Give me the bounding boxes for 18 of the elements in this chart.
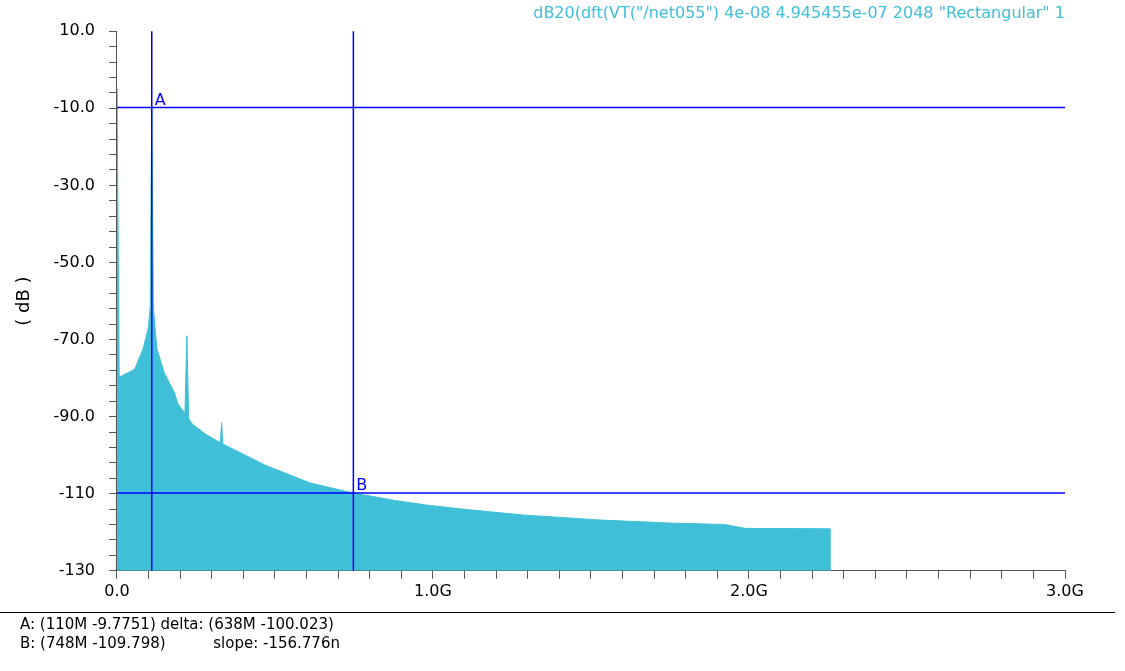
x-tick-label: 3.0G	[1046, 580, 1084, 600]
ref-line-label: B	[356, 475, 368, 495]
text: B: (748M -109.798) slope: -156.776n	[20, 634, 341, 653]
y-tick-label: -70.0	[53, 328, 95, 348]
chart-title: dB20(dft(VT("/net055") 4e-08 4.945455e-07 2048 "Rectangular" 1	[533, 2, 1065, 22]
y-tick-label: -130	[58, 559, 95, 579]
y-tick-label: -90.0	[53, 405, 95, 425]
y-tick-label: -10.0	[53, 97, 95, 117]
x-tick-label: 0.0	[104, 580, 130, 600]
y-tick-label: -30.0	[53, 174, 95, 194]
y-tick-label: 10.0	[59, 20, 95, 40]
text: A: (110M -9.7751) delta: (638M -100.023)	[20, 615, 335, 634]
y-axis-title: ( dB )	[12, 276, 34, 326]
x-tick-label: 1.0G	[414, 580, 452, 600]
y-tick-label: -50.0	[53, 251, 95, 271]
ref-line-label: A	[154, 89, 166, 109]
y-tick-label: -110	[58, 482, 95, 502]
x-tick-label: 2.0G	[730, 580, 768, 600]
